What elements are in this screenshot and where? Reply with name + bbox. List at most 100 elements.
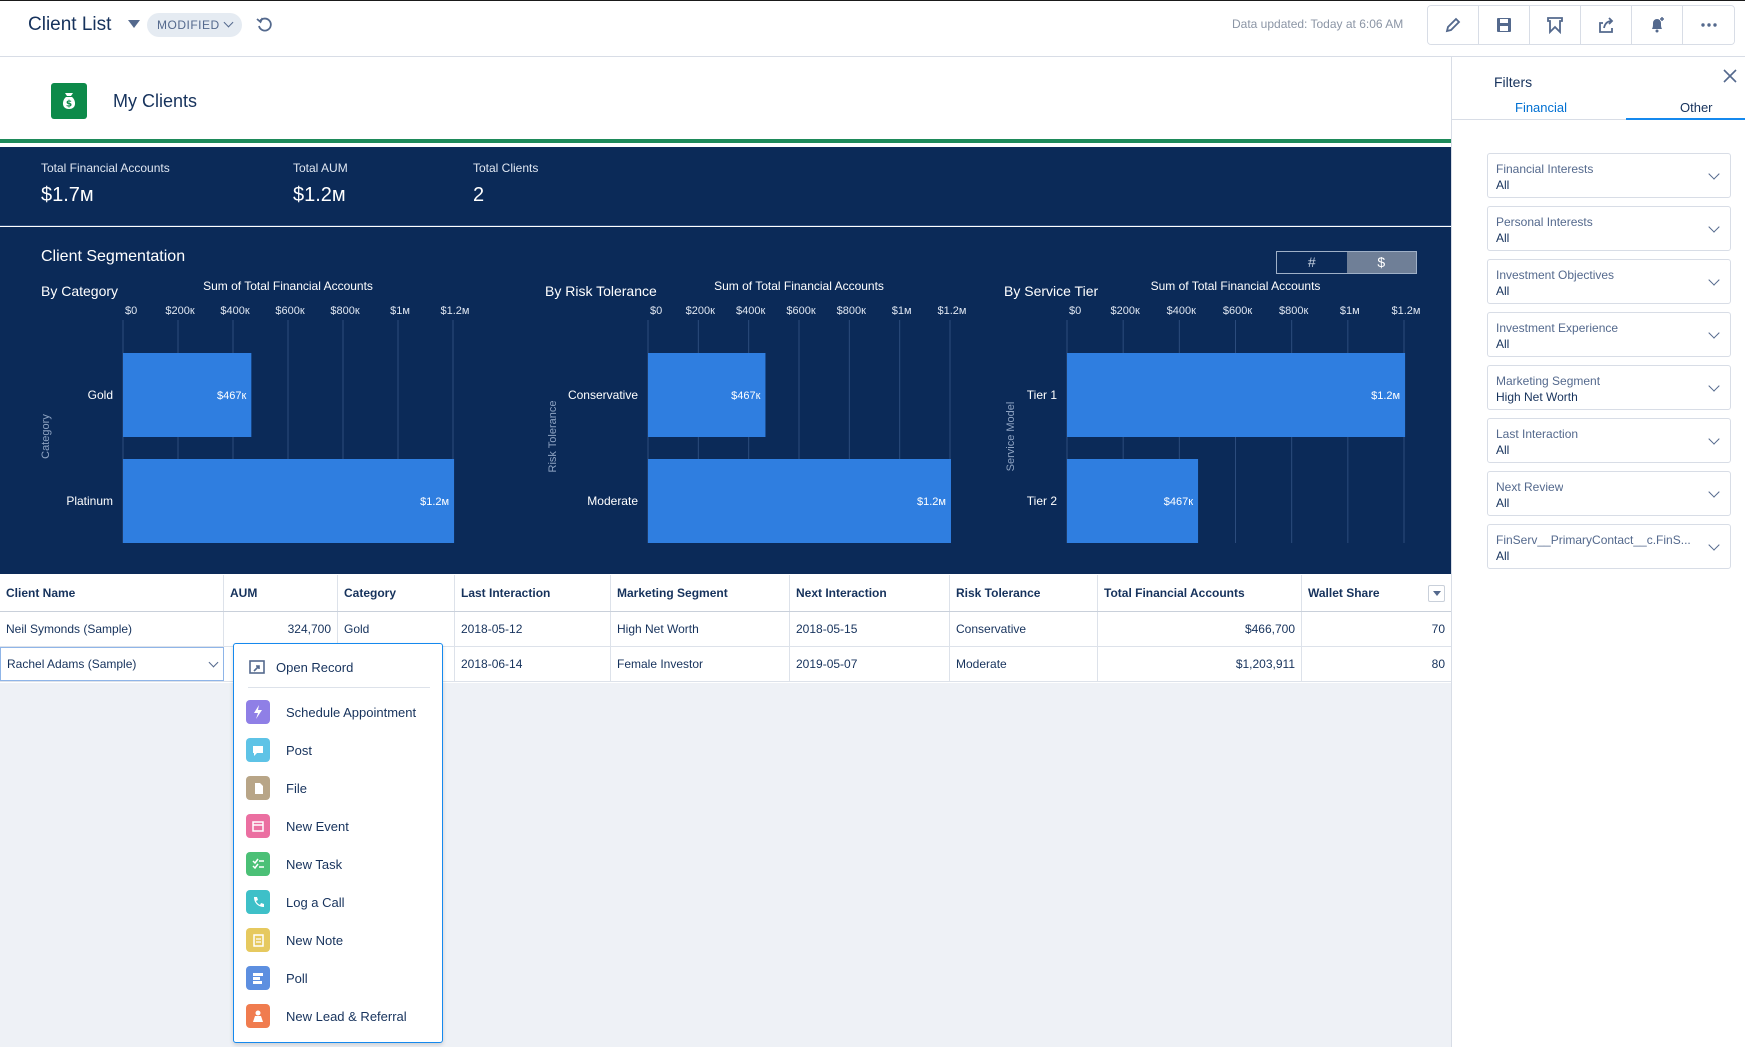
- segmentation-title: Client Segmentation: [41, 248, 186, 265]
- menu-item-new-lead-referral[interactable]: New Lead & Referral: [246, 1004, 407, 1028]
- table-row[interactable]: Rachel Adams (Sample) 2018-06-14 Female …: [0, 647, 1451, 682]
- filter-dropdown[interactable]: FinServ__PrimaryContact__c.FinS... All: [1487, 524, 1731, 569]
- filter-dropdown[interactable]: Investment Experience All: [1487, 312, 1731, 357]
- menu-item-log-a-call[interactable]: Log a Call: [246, 890, 345, 914]
- file-icon: [246, 776, 270, 800]
- filter-value: All: [1496, 443, 1510, 457]
- tab-financial[interactable]: Financial: [1515, 100, 1568, 115]
- notification-button[interactable]: [1632, 6, 1683, 44]
- x-tick-label: $1.2м: [441, 305, 470, 317]
- menu-item-new-task[interactable]: New Task: [246, 852, 342, 876]
- kpi-value: $1.7м: [41, 184, 94, 206]
- money-bag-icon: $: [51, 83, 87, 119]
- subscribe-icon: [1547, 17, 1563, 34]
- column-header-next-interaction[interactable]: Next Interaction: [790, 575, 950, 611]
- menu-item-new-event[interactable]: New Event: [246, 814, 349, 838]
- cell-wallet-share: 80: [1431, 657, 1445, 671]
- filter-value: All: [1496, 178, 1510, 192]
- more-actions-button[interactable]: [1683, 6, 1734, 44]
- bar-data-label: $1.2м: [420, 496, 449, 508]
- x-tick-label: $600к: [275, 305, 304, 317]
- filter-dropdown[interactable]: Investment Objectives All: [1487, 259, 1731, 304]
- open-record-item[interactable]: Open Record: [248, 658, 353, 676]
- column-header-last-interaction[interactable]: Last Interaction: [455, 575, 611, 611]
- filter-dropdown[interactable]: Personal Interests All: [1487, 206, 1731, 251]
- x-tick-label: $800к: [1279, 305, 1308, 317]
- x-tick-label: $400к: [1167, 305, 1196, 317]
- table-row[interactable]: Neil Symonds (Sample) 324,700 Gold 2018-…: [0, 612, 1451, 647]
- toggle-count-button[interactable]: #: [1307, 254, 1316, 270]
- save-button[interactable]: [1479, 6, 1530, 44]
- task-icon: [246, 852, 270, 876]
- undo-icon[interactable]: [255, 15, 275, 35]
- cell-client-name[interactable]: Neil Symonds (Sample): [0, 612, 224, 646]
- close-icon[interactable]: [1723, 69, 1737, 83]
- filter-dropdown[interactable]: Marketing Segment High Net Worth: [1487, 365, 1731, 410]
- chevron-down-icon: [1708, 486, 1720, 498]
- toggle-amount-button[interactable]: $: [1346, 252, 1416, 273]
- cell-total-financial-accounts: $1,203,911: [1098, 647, 1302, 681]
- bar-data-label: $1.2м: [1371, 390, 1400, 402]
- lightning-icon: [246, 700, 270, 724]
- subscribe-button[interactable]: [1530, 6, 1581, 44]
- modified-dropdown[interactable]: MODIFIED: [147, 13, 242, 37]
- chevron-down-icon: [1708, 433, 1720, 445]
- menu-item-schedule-appointment[interactable]: Schedule Appointment: [246, 700, 416, 724]
- x-tick-label: $1м: [390, 305, 410, 317]
- cell-category: Gold: [338, 612, 455, 646]
- page-title: Client List: [28, 14, 112, 35]
- column-header-client-name[interactable]: Client Name: [0, 575, 224, 611]
- column-menu-button[interactable]: [1428, 584, 1445, 602]
- chevron-down-icon: [1708, 327, 1720, 339]
- chevron-down-icon[interactable]: [208, 657, 219, 667]
- cell-marketing-segment: High Net Worth: [611, 612, 790, 646]
- filter-label: FinServ__PrimaryContact__c.FinS...: [1496, 533, 1691, 547]
- x-tick-label: $600к: [786, 305, 815, 317]
- column-header-aum[interactable]: AUM: [224, 575, 338, 611]
- svg-text:$: $: [66, 100, 72, 110]
- top-bar: Client List MODIFIED Data updated: Today…: [0, 0, 1745, 57]
- menu-item-label: Poll: [286, 970, 308, 986]
- menu-item-poll[interactable]: Poll: [246, 966, 308, 990]
- cell-next-interaction: 2018-05-15: [790, 612, 950, 646]
- bar: [123, 353, 252, 437]
- cell-last-interaction: 2018-05-12: [455, 612, 611, 646]
- menu-item-new-note[interactable]: New Note: [246, 928, 343, 952]
- filter-dropdown[interactable]: Financial Interests All: [1487, 153, 1731, 198]
- menu-item-file[interactable]: File: [246, 776, 307, 800]
- filter-dropdown[interactable]: Next Review All: [1487, 471, 1731, 516]
- column-header-marketing-segment[interactable]: Marketing Segment: [611, 575, 790, 611]
- note-icon: [246, 928, 270, 952]
- bar-data-label: $1.2м: [917, 496, 946, 508]
- filter-value: All: [1496, 337, 1510, 351]
- title-caret-down-icon[interactable]: [128, 20, 140, 28]
- filter-label: Personal Interests: [1496, 215, 1593, 229]
- column-header-category[interactable]: Category: [338, 575, 455, 611]
- menu-item-post[interactable]: Post: [246, 738, 312, 762]
- edit-button[interactable]: [1428, 6, 1479, 44]
- bar-data-label: $467к: [217, 390, 246, 402]
- x-tick-label: $800к: [330, 305, 359, 317]
- filter-label: Investment Objectives: [1496, 268, 1615, 282]
- filter-value: All: [1496, 496, 1510, 510]
- cell-wallet-share: 70: [1431, 622, 1445, 636]
- kpi-total-aum[interactable]: Total AUM $1.2м: [293, 161, 348, 207]
- table-header-row: Client Name AUM Category Last Interactio…: [0, 575, 1451, 612]
- cell-client-name-selected[interactable]: Rachel Adams (Sample): [0, 647, 224, 681]
- x-axis-title: Sum of Total Financial Accounts: [1151, 279, 1321, 293]
- column-header-wallet-share[interactable]: Wallet Share: [1302, 575, 1451, 611]
- dashboard-header: $ My Clients: [0, 57, 1451, 143]
- filter-dropdown[interactable]: Last Interaction All: [1487, 418, 1731, 463]
- kpi-total-clients[interactable]: Total Clients 2: [473, 161, 538, 207]
- menu-item-label: Schedule Appointment: [286, 704, 417, 720]
- data-updated-text: Data updated: Today at 6:06 AM: [1232, 17, 1404, 31]
- x-axis-title: Sum of Total Financial Accounts: [203, 279, 373, 293]
- filters-panel: Filters Financial Other Financial Intere…: [1451, 57, 1745, 1047]
- filter-value: All: [1496, 284, 1510, 298]
- column-header-risk-tolerance[interactable]: Risk Tolerance: [950, 575, 1098, 611]
- column-header-total-financial-accounts[interactable]: Total Financial Accounts: [1098, 575, 1302, 611]
- tab-other[interactable]: Other: [1680, 100, 1713, 115]
- share-button[interactable]: [1581, 6, 1632, 44]
- kpi-total-financial-accounts[interactable]: Total Financial Accounts $1.7м: [41, 161, 170, 207]
- x-tick-label: $400к: [220, 305, 249, 317]
